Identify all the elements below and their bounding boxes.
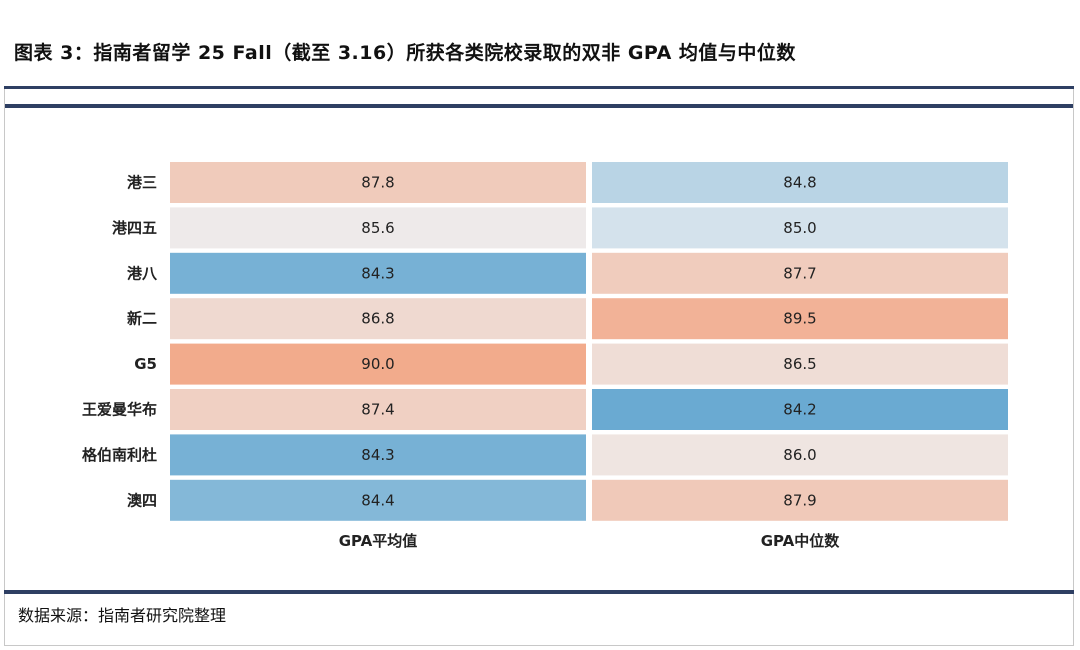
cell-value-label: 87.9 [783, 491, 816, 509]
top-rule-secondary [4, 104, 1074, 108]
heatmap-cell [170, 298, 586, 340]
row-label: 港八 [127, 264, 158, 282]
figure-title: 图表 3：指南者留学 25 Fall（截至 3.16）所获各类院校录取的双非 G… [14, 42, 796, 64]
heatmap-cell [170, 434, 586, 476]
heatmap-cell [170, 389, 586, 430]
cell-value-label: 89.5 [783, 310, 816, 328]
row-label: G5 [134, 355, 157, 373]
column-label: GPA中位数 [761, 532, 841, 550]
frame-left-border [4, 89, 5, 591]
bottom-rule [4, 590, 1074, 594]
cell-value-label: 87.7 [783, 264, 816, 282]
row-label: 澳四 [127, 491, 157, 509]
heatmap-cell [170, 479, 586, 521]
cell-value-label: 87.4 [361, 401, 394, 419]
heatmap-cell [170, 343, 586, 385]
footer-bottom-border [4, 645, 1074, 646]
heatmap-cell [170, 207, 586, 249]
heatmap-cell [592, 479, 1008, 521]
footer-right-border [1073, 594, 1074, 646]
top-rule [4, 86, 1074, 89]
cell-value-label: 90.0 [361, 355, 394, 373]
heatmap-cell [592, 434, 1008, 476]
cell-value-label: 86.0 [783, 446, 816, 464]
heatmap-cell [592, 389, 1008, 430]
heatmap-cell [170, 252, 586, 294]
heatmap-chart: 港三 87.8 84.8 港四五 85.6 85.0 港八 84.3 87.7 新二 86.8 89.… [82, 162, 1008, 550]
cell-value-label: 84.2 [783, 401, 816, 419]
row-label: 王爱曼华布 [82, 401, 157, 419]
heatmap-cell [592, 252, 1008, 294]
heatmap-cell [592, 162, 1008, 203]
footer-left-border [4, 594, 5, 646]
row-label: 港四五 [112, 219, 157, 237]
cell-value-label: 84.3 [361, 446, 394, 464]
cell-value-label: 85.6 [361, 219, 394, 237]
cell-value-label: 84.4 [361, 491, 394, 509]
column-label: GPA平均值 [339, 532, 418, 550]
cell-value-label: 84.8 [783, 174, 816, 192]
report-header: 图表 3：指南者留学 25 Fall（截至 3.16）所获各类院校录取的双非 G… [0, 0, 1080, 86]
row-label: 港三 [127, 174, 157, 192]
row-label: 新二 [127, 310, 157, 328]
cell-value-label: 85.0 [783, 219, 816, 237]
frame-right-border [1073, 89, 1074, 591]
row-label: 格伯南利杜 [82, 446, 157, 464]
source-note: 数据来源：指南者研究院整理 [18, 606, 227, 625]
heatmap-cell [592, 207, 1008, 249]
heatmap-cell [170, 162, 586, 203]
cell-value-label: 86.8 [361, 310, 394, 328]
cell-value-label: 84.3 [361, 264, 394, 282]
heatmap-cell [592, 298, 1008, 340]
heatmap-cell [592, 343, 1008, 385]
cell-value-label: 87.8 [361, 174, 394, 192]
cell-value-label: 86.5 [783, 355, 816, 373]
